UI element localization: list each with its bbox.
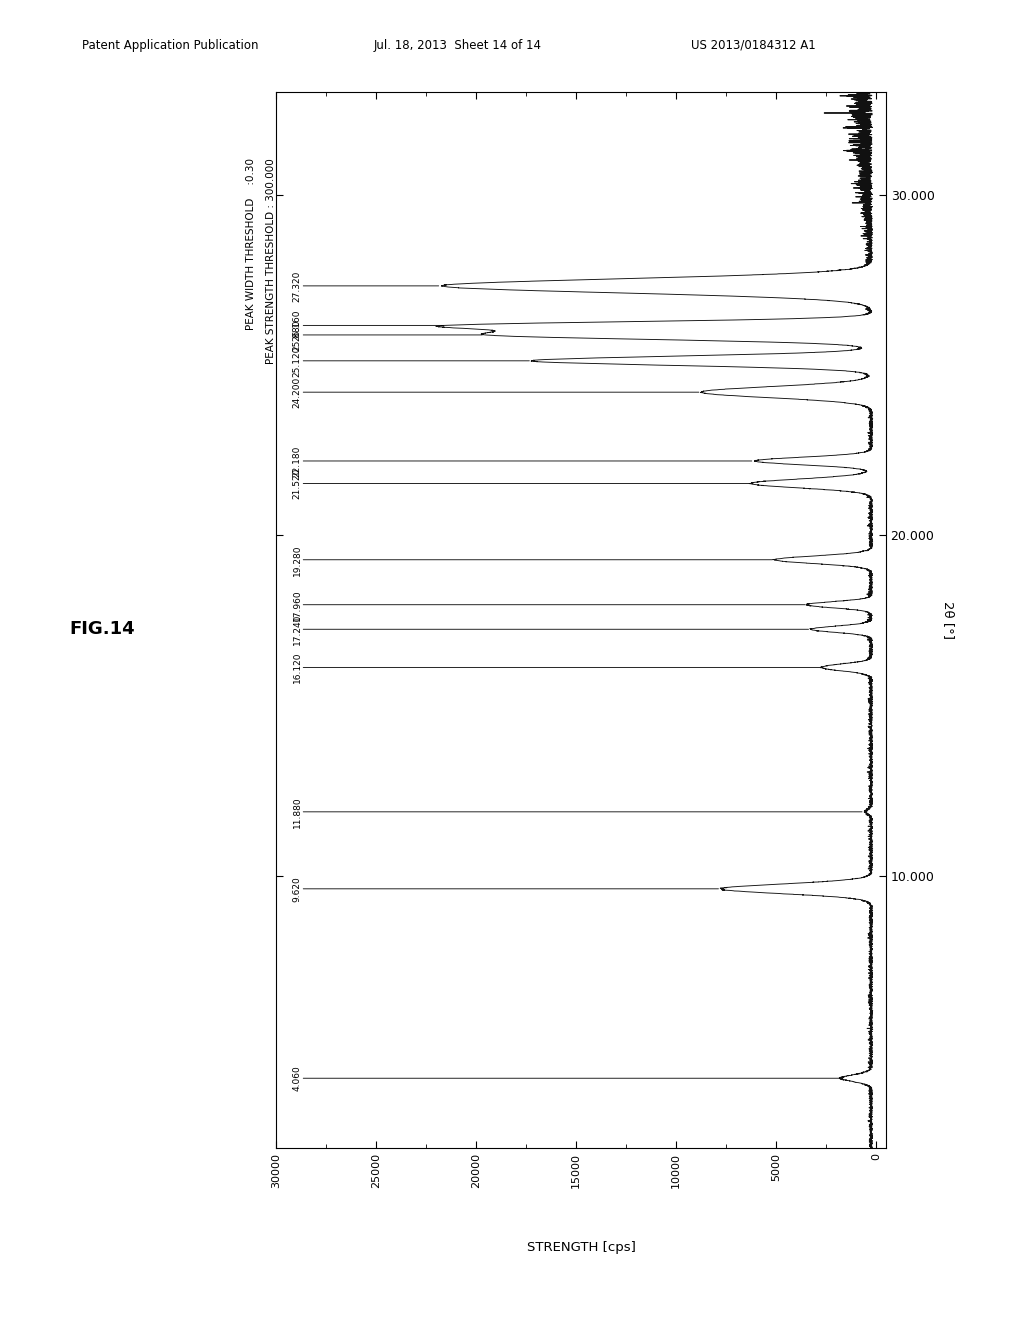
Text: Patent Application Publication: Patent Application Publication: [82, 38, 258, 51]
Text: 4.060: 4.060: [293, 1065, 301, 1092]
Text: 25.120: 25.120: [293, 345, 301, 376]
Text: 25.880: 25.880: [293, 319, 301, 351]
Text: 16.120: 16.120: [293, 652, 301, 684]
Text: 19.280: 19.280: [293, 544, 301, 576]
Text: 26.160: 26.160: [293, 310, 301, 341]
X-axis label: STRENGTH [cps]: STRENGTH [cps]: [526, 1241, 636, 1254]
Text: PEAK WIDTH THRESHOLD    :0.30: PEAK WIDTH THRESHOLD :0.30: [246, 158, 256, 330]
Text: 24.200: 24.200: [293, 376, 301, 408]
Text: 27.320: 27.320: [293, 271, 301, 301]
Text: 17.240: 17.240: [293, 614, 301, 645]
Text: 17.960: 17.960: [293, 589, 301, 620]
Text: PEAK STRENGTH THRESHOLD : 300.000: PEAK STRENGTH THRESHOLD : 300.000: [266, 158, 276, 364]
Text: FIG.14: FIG.14: [70, 619, 135, 638]
Text: US 2013/0184312 A1: US 2013/0184312 A1: [691, 38, 816, 51]
Text: Jul. 18, 2013  Sheet 14 of 14: Jul. 18, 2013 Sheet 14 of 14: [374, 38, 542, 51]
Text: 11.880: 11.880: [293, 796, 301, 828]
Text: 21.520: 21.520: [293, 467, 301, 499]
Y-axis label: 2θ [°]: 2θ [°]: [942, 602, 955, 639]
Text: 22.180: 22.180: [293, 445, 301, 477]
Text: 9.620: 9.620: [293, 876, 301, 902]
